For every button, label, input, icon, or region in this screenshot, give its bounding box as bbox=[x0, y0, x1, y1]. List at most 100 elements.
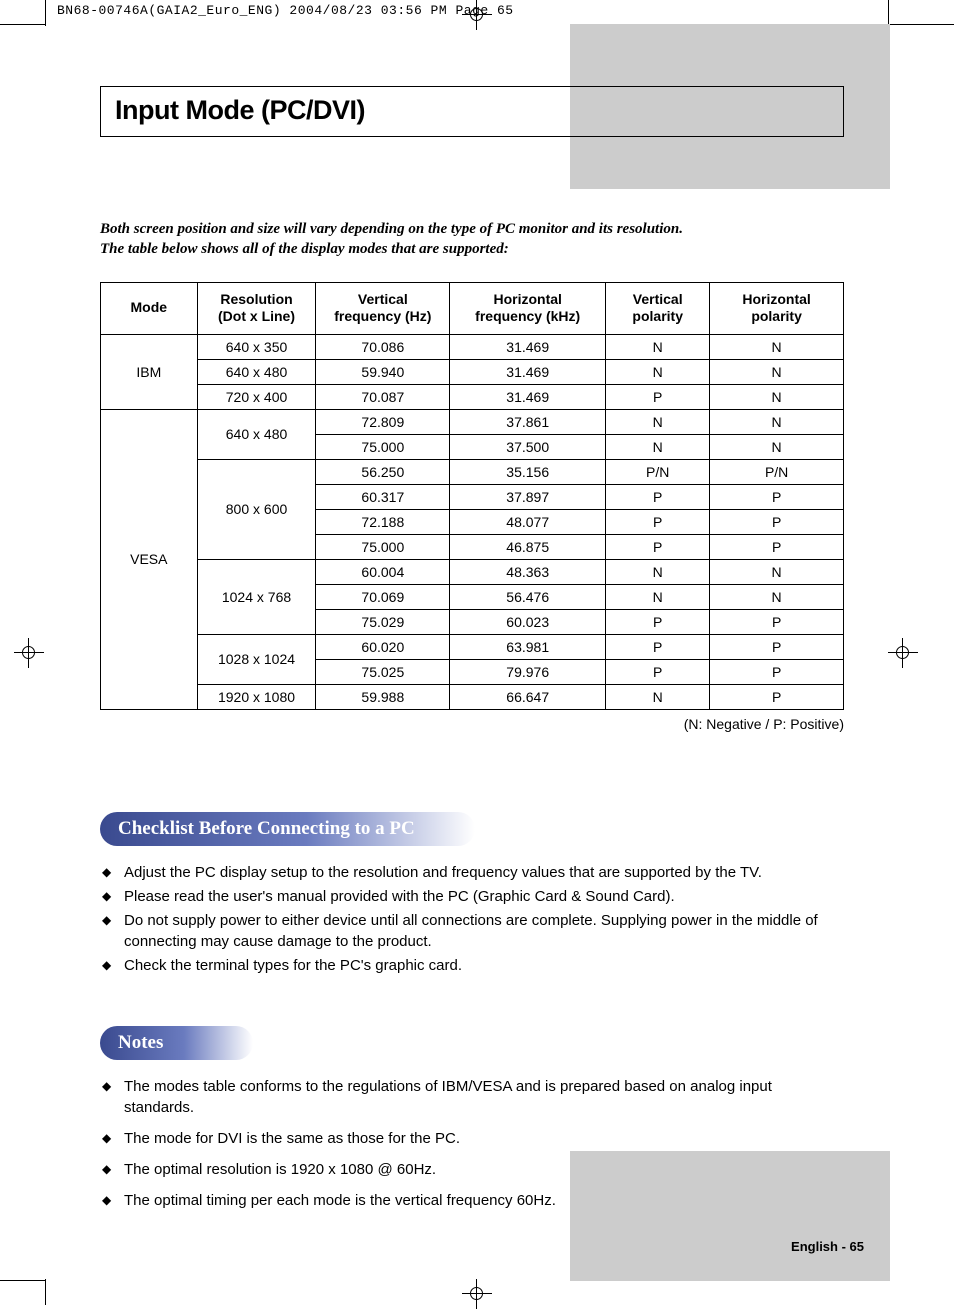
intro-text: Both screen position and size will vary … bbox=[100, 219, 844, 260]
value-cell: 60.023 bbox=[450, 609, 606, 634]
value-cell: P bbox=[606, 534, 710, 559]
resolution-cell: 800 x 600 bbox=[197, 459, 316, 559]
value-cell: 48.077 bbox=[450, 509, 606, 534]
value-cell: 59.940 bbox=[316, 359, 450, 384]
checklist-list: Adjust the PC display setup to the resol… bbox=[100, 862, 844, 976]
value-cell: N bbox=[606, 434, 710, 459]
value-cell: 31.469 bbox=[450, 359, 606, 384]
resolution-cell: 640 x 480 bbox=[197, 359, 316, 384]
value-cell: N bbox=[710, 559, 844, 584]
mode-cell: IBM bbox=[101, 334, 198, 409]
resolution-cell: 640 x 480 bbox=[197, 409, 316, 459]
value-cell: P bbox=[606, 609, 710, 634]
checklist-item: Please read the user's manual provided w… bbox=[100, 886, 844, 907]
table-row: 800 x 60056.25035.156P/NP/N bbox=[101, 459, 844, 484]
notes-item: The optimal timing per each mode is the … bbox=[100, 1190, 844, 1211]
value-cell: 60.004 bbox=[316, 559, 450, 584]
value-cell: 75.029 bbox=[316, 609, 450, 634]
value-cell: P/N bbox=[606, 459, 710, 484]
value-cell: 75.000 bbox=[316, 434, 450, 459]
table-row: 720 x 40070.08731.469PN bbox=[101, 384, 844, 409]
value-cell: P bbox=[606, 384, 710, 409]
value-cell: N bbox=[710, 384, 844, 409]
value-cell: 56.476 bbox=[450, 584, 606, 609]
value-cell: N bbox=[606, 409, 710, 434]
value-cell: P bbox=[710, 634, 844, 659]
value-cell: N bbox=[606, 559, 710, 584]
value-cell: 70.069 bbox=[316, 584, 450, 609]
value-cell: 60.317 bbox=[316, 484, 450, 509]
value-cell: 37.897 bbox=[450, 484, 606, 509]
notes-item: The optimal resolution is 1920 x 1080 @ … bbox=[100, 1159, 844, 1180]
notes-list: The modes table conforms to the regulati… bbox=[100, 1076, 844, 1211]
value-cell: N bbox=[710, 434, 844, 459]
checklist-item: Do not supply power to either device unt… bbox=[100, 910, 844, 952]
value-cell: N bbox=[710, 359, 844, 384]
notes-item: The mode for DVI is the same as those fo… bbox=[100, 1128, 844, 1149]
value-cell: P bbox=[710, 659, 844, 684]
resolution-cell: 1028 x 1024 bbox=[197, 634, 316, 684]
resolution-cell: 640 x 350 bbox=[197, 334, 316, 359]
value-cell: 37.861 bbox=[450, 409, 606, 434]
value-cell: 56.250 bbox=[316, 459, 450, 484]
col-header: Horizontalfrequency (kHz) bbox=[450, 282, 606, 334]
value-cell: P bbox=[710, 609, 844, 634]
value-cell: N bbox=[710, 334, 844, 359]
value-cell: 75.025 bbox=[316, 659, 450, 684]
value-cell: N bbox=[710, 409, 844, 434]
value-cell: N bbox=[606, 334, 710, 359]
col-header: Resolution(Dot x Line) bbox=[197, 282, 316, 334]
polarity-legend: (N: Negative / P: Positive) bbox=[100, 716, 844, 732]
value-cell: 79.976 bbox=[450, 659, 606, 684]
value-cell: P bbox=[710, 509, 844, 534]
value-cell: P bbox=[606, 484, 710, 509]
value-cell: P bbox=[606, 509, 710, 534]
col-header: Horizontalpolarity bbox=[710, 282, 844, 334]
value-cell: 70.086 bbox=[316, 334, 450, 359]
value-cell: P/N bbox=[710, 459, 844, 484]
value-cell: 72.188 bbox=[316, 509, 450, 534]
value-cell: N bbox=[606, 584, 710, 609]
value-cell: 48.363 bbox=[450, 559, 606, 584]
value-cell: 31.469 bbox=[450, 384, 606, 409]
value-cell: P bbox=[710, 484, 844, 509]
checklist-item: Check the terminal types for the PC's gr… bbox=[100, 955, 844, 976]
value-cell: 66.647 bbox=[450, 684, 606, 709]
value-cell: 31.469 bbox=[450, 334, 606, 359]
value-cell: N bbox=[606, 359, 710, 384]
col-header: Verticalfrequency (Hz) bbox=[316, 282, 450, 334]
table-row: 1920 x 108059.98866.647NP bbox=[101, 684, 844, 709]
checklist-item: Adjust the PC display setup to the resol… bbox=[100, 862, 844, 883]
value-cell: 72.809 bbox=[316, 409, 450, 434]
table-row: 1028 x 102460.02063.981PP bbox=[101, 634, 844, 659]
col-header: Mode bbox=[101, 282, 198, 334]
value-cell: 63.981 bbox=[450, 634, 606, 659]
doc-header: BN68-00746A(GAIA2_Euro_ENG) 2004/08/23 0… bbox=[57, 3, 514, 18]
title-box: Input Mode (PC/DVI) bbox=[100, 86, 844, 137]
checklist-heading: Checklist Before Connecting to a PC bbox=[100, 812, 475, 846]
resolution-cell: 1024 x 768 bbox=[197, 559, 316, 634]
col-header: Verticalpolarity bbox=[606, 282, 710, 334]
table-row: VESA640 x 48072.80937.861NN bbox=[101, 409, 844, 434]
resolution-cell: 1920 x 1080 bbox=[197, 684, 316, 709]
notes-heading: Notes bbox=[100, 1026, 253, 1060]
value-cell: 37.500 bbox=[450, 434, 606, 459]
table-row: 640 x 48059.94031.469NN bbox=[101, 359, 844, 384]
value-cell: 35.156 bbox=[450, 459, 606, 484]
value-cell: P bbox=[606, 659, 710, 684]
value-cell: 46.875 bbox=[450, 534, 606, 559]
value-cell: 75.000 bbox=[316, 534, 450, 559]
table-row: 1024 x 76860.00448.363NN bbox=[101, 559, 844, 584]
value-cell: 59.988 bbox=[316, 684, 450, 709]
mode-cell: VESA bbox=[101, 409, 198, 709]
value-cell: N bbox=[606, 684, 710, 709]
value-cell: 70.087 bbox=[316, 384, 450, 409]
value-cell: P bbox=[710, 684, 844, 709]
page-title: Input Mode (PC/DVI) bbox=[115, 95, 829, 126]
value-cell: P bbox=[710, 534, 844, 559]
table-row: IBM640 x 35070.08631.469NN bbox=[101, 334, 844, 359]
value-cell: P bbox=[606, 634, 710, 659]
value-cell: N bbox=[710, 584, 844, 609]
resolution-cell: 720 x 400 bbox=[197, 384, 316, 409]
notes-item: The modes table conforms to the regulati… bbox=[100, 1076, 844, 1118]
